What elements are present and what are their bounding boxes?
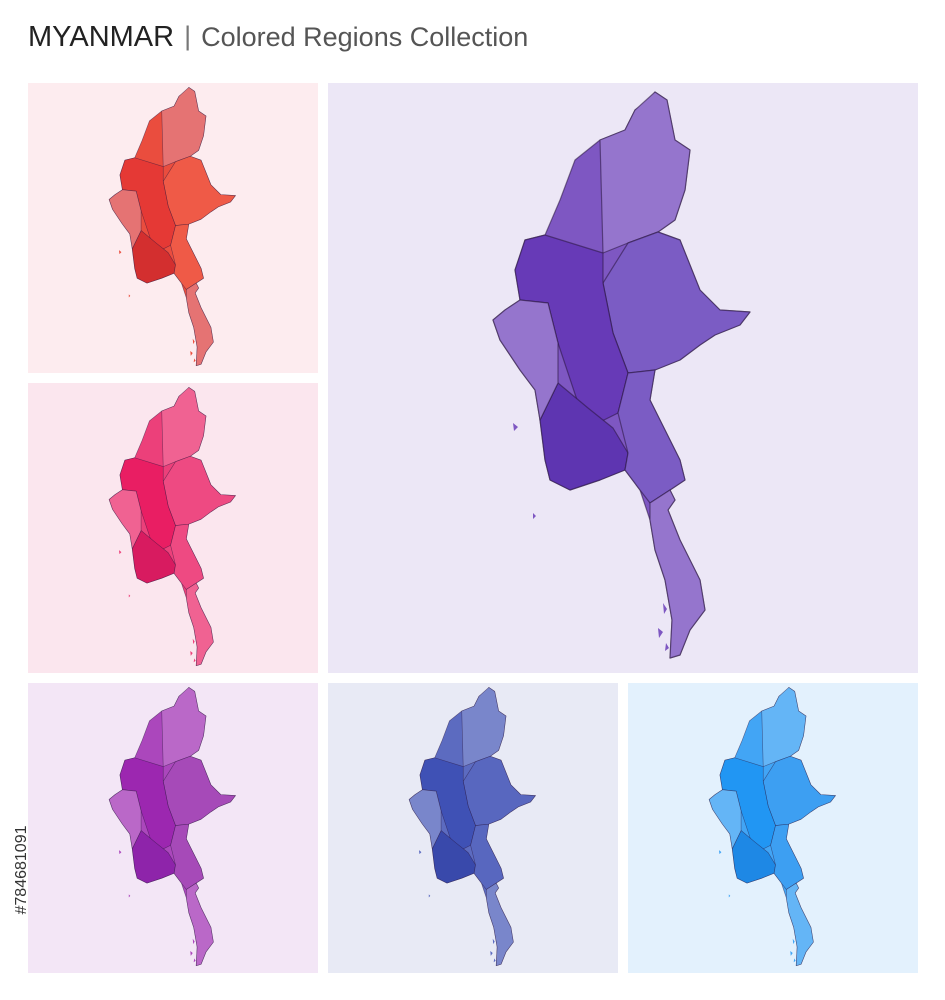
- watermark-id: #784681091: [13, 825, 30, 914]
- subtitle: Colored Regions Collection: [201, 22, 528, 52]
- separator: |: [184, 21, 191, 51]
- title: MYANMAR: [28, 21, 174, 53]
